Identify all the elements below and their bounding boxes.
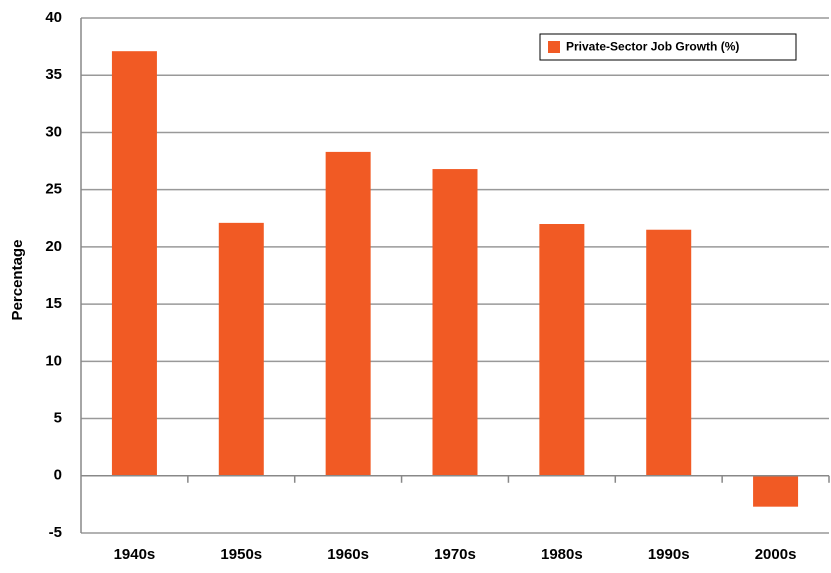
bar xyxy=(753,475,799,507)
y-tick-label: 5 xyxy=(54,410,62,427)
x-tick-label: 1950s xyxy=(220,546,262,563)
y-tick-label: 10 xyxy=(45,352,62,369)
legend-label: Private-Sector Job Growth (%) xyxy=(566,40,739,54)
y-tick-label: -5 xyxy=(49,524,62,541)
y-tick-label: 40 xyxy=(45,9,62,26)
y-tick-label: 25 xyxy=(45,181,62,198)
y-tick-label: 35 xyxy=(45,66,62,83)
y-tick-label: 20 xyxy=(45,238,62,255)
x-tick-label: 1940s xyxy=(114,546,156,563)
x-tick-label: 1970s xyxy=(434,546,476,563)
bar xyxy=(539,224,585,476)
x-tick-label: 1990s xyxy=(648,546,690,563)
y-axis-label: Percentage xyxy=(9,240,26,321)
bar xyxy=(325,151,371,476)
bar xyxy=(432,169,478,476)
x-tick-label: 2000s xyxy=(755,546,797,563)
bar xyxy=(111,51,157,476)
bar xyxy=(218,222,264,476)
y-tick-label: 15 xyxy=(45,295,62,312)
bar xyxy=(646,229,692,476)
legend-swatch xyxy=(548,41,560,53)
y-tick-label: 0 xyxy=(54,467,62,484)
x-tick-label: 1980s xyxy=(541,546,583,563)
x-tick-label: 1960s xyxy=(327,546,369,563)
y-tick-label: 30 xyxy=(45,123,62,140)
legend-box xyxy=(539,33,797,61)
